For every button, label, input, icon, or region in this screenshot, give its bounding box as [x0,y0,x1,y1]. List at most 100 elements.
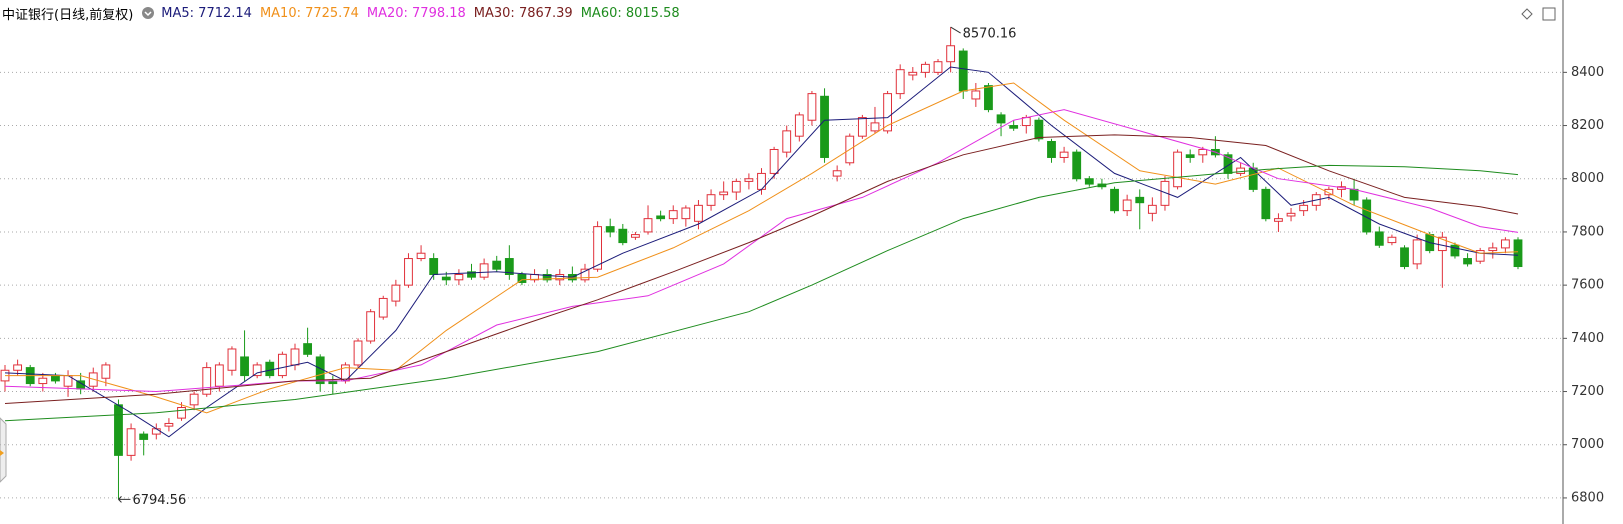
y-tick-label: 7800 [1571,224,1604,239]
legend-entry: MA10: 7725.74 [259,5,359,21]
candle-body [832,170,842,177]
legend-entry: MA60: 8015.58 [580,5,680,21]
candle-body [13,364,23,371]
candle-body [164,422,174,427]
high-marker [950,26,961,34]
candle-body [643,218,653,233]
ma-line [4,109,1519,393]
candle-body [631,234,640,238]
candle-body [1173,151,1182,188]
candle-body [820,95,829,158]
candle-body [920,63,930,73]
candle-body [656,215,666,220]
candle-body [946,45,956,63]
candle-body [1021,117,1031,127]
candle-body [277,353,287,377]
ma-line [4,164,1519,422]
candle-body [1248,167,1258,190]
candle-body [555,274,565,281]
candle-body [1450,244,1460,257]
candle-body [252,364,262,377]
candle-body [1084,178,1094,185]
candle-body [1374,231,1384,246]
candle-body [731,180,741,193]
candle-body [101,364,111,379]
candle-body [1400,247,1409,268]
candle-body [895,69,905,95]
ma-line [5,82,1519,414]
candle-body [51,375,60,382]
candle-body [883,93,892,132]
candle-body [1324,188,1334,196]
y-tick-label: 7400 [1571,331,1604,346]
candle-body [114,404,123,456]
candle-body [378,297,388,318]
legend-entry: MA5: 7712.14 [161,5,252,21]
candle-body [908,71,918,76]
candle-body [366,311,376,342]
candle-body [1500,239,1510,249]
candle-body [265,361,275,377]
candle-body [290,348,300,366]
candle-body [189,393,199,406]
candle-body [807,93,817,121]
y-tick-label: 8000 [1571,171,1604,186]
y-tick-label: 6800 [1571,490,1604,505]
candle-body [1412,239,1422,265]
side-tab[interactable] [0,417,7,483]
candle-body [1047,141,1056,158]
candle-body [441,276,451,281]
low-marker [118,496,131,503]
high-label: 8570.16 [963,27,1017,42]
ma-line [4,66,1519,438]
legend-entry: MA30: 7867.39 [473,5,573,21]
candle-body [139,433,149,440]
candle-body [429,258,439,276]
candle-body [479,263,489,278]
candle-body [1034,119,1044,140]
candle-body [580,268,590,281]
candle-body [971,90,981,100]
candle-body [706,194,716,206]
candle-body [151,428,161,435]
candle-body [1110,188,1119,212]
candle-body [214,364,224,387]
y-tick-label: 8400 [1571,65,1604,80]
candle-body [1387,236,1397,244]
candle-body [958,50,968,92]
candle-body [416,252,426,260]
panel-icon[interactable] [1542,7,1556,21]
candle-body [1009,125,1019,129]
candle-body [933,61,943,73]
candle-body [782,130,792,153]
candle-body [542,274,552,281]
settings-icon[interactable] [141,6,155,20]
candle-body [38,377,48,385]
candle-body [517,274,527,283]
candle-body [1349,188,1359,201]
candle-body [996,114,1006,124]
candle-body [1135,196,1145,204]
candle-body [1072,151,1082,180]
candle-body [1122,199,1132,212]
candle-body [1261,188,1271,220]
side-tab-arrow [0,450,4,456]
candle-body [1437,236,1447,252]
y-tick-label: 7000 [1571,437,1604,452]
candle-body [1362,199,1372,233]
candle-body [1274,218,1283,222]
header: 中证银行(日线,前复权) MA5: 7712.14 MA10: 7725.74 MA… [2,4,688,23]
candle-body [744,178,754,182]
candle-body [1147,204,1157,214]
y-tick-label: 7600 [1571,278,1604,293]
candle-body [504,258,514,276]
candle-body [202,367,212,395]
candle-body [353,340,363,366]
candle-body [1488,247,1498,252]
candle-body [1223,154,1233,174]
candle-body [694,204,703,222]
candle-body [467,271,476,278]
candle-body [454,274,464,281]
candle-body [1513,239,1523,268]
diamond-icon[interactable] [1521,8,1533,20]
